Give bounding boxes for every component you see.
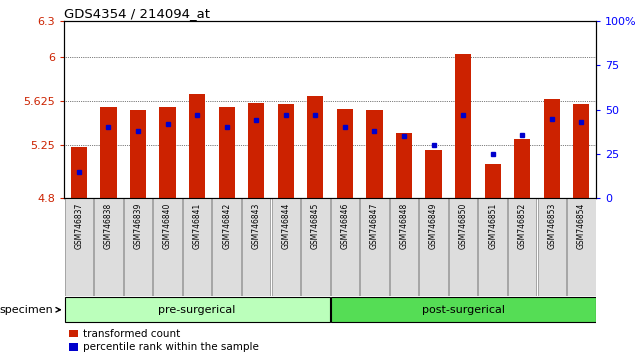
- Text: GSM746853: GSM746853: [547, 203, 556, 250]
- Text: GSM746846: GSM746846: [340, 203, 349, 250]
- Bar: [71, 148, 87, 198]
- Bar: [426, 150, 442, 198]
- Text: GSM746839: GSM746839: [133, 203, 142, 250]
- FancyBboxPatch shape: [212, 198, 241, 296]
- FancyBboxPatch shape: [331, 198, 359, 296]
- FancyBboxPatch shape: [301, 198, 329, 296]
- FancyBboxPatch shape: [331, 297, 595, 322]
- FancyBboxPatch shape: [419, 198, 448, 296]
- Bar: [248, 103, 264, 198]
- FancyBboxPatch shape: [242, 198, 271, 296]
- FancyBboxPatch shape: [360, 198, 388, 296]
- FancyBboxPatch shape: [390, 198, 418, 296]
- Bar: [189, 95, 205, 198]
- Text: GSM746851: GSM746851: [488, 203, 497, 249]
- Bar: [130, 110, 146, 198]
- Text: pre-surgerical: pre-surgerical: [158, 305, 236, 315]
- Text: GSM746840: GSM746840: [163, 203, 172, 250]
- Bar: [514, 139, 530, 198]
- Text: GDS4354 / 214094_at: GDS4354 / 214094_at: [64, 7, 210, 20]
- FancyBboxPatch shape: [478, 198, 507, 296]
- Bar: [337, 109, 353, 198]
- Text: GSM746850: GSM746850: [458, 203, 468, 250]
- FancyBboxPatch shape: [94, 198, 122, 296]
- Text: post-surgerical: post-surgerical: [422, 305, 504, 315]
- FancyBboxPatch shape: [567, 198, 595, 296]
- Text: GSM746849: GSM746849: [429, 203, 438, 250]
- Bar: [573, 104, 590, 198]
- Text: GSM746841: GSM746841: [192, 203, 202, 249]
- Bar: [160, 107, 176, 198]
- Text: specimen: specimen: [0, 305, 60, 315]
- Text: GSM746847: GSM746847: [370, 203, 379, 250]
- FancyBboxPatch shape: [272, 198, 300, 296]
- Bar: [307, 96, 324, 198]
- Bar: [396, 133, 412, 198]
- Text: GSM746852: GSM746852: [518, 203, 527, 249]
- Text: GSM746845: GSM746845: [311, 203, 320, 250]
- FancyBboxPatch shape: [124, 198, 152, 296]
- FancyBboxPatch shape: [153, 198, 182, 296]
- FancyBboxPatch shape: [183, 198, 212, 296]
- Text: GSM746843: GSM746843: [252, 203, 261, 250]
- FancyBboxPatch shape: [65, 198, 93, 296]
- Bar: [100, 107, 117, 198]
- Text: GSM746837: GSM746837: [74, 203, 83, 250]
- Bar: [485, 164, 501, 198]
- Bar: [278, 104, 294, 198]
- FancyBboxPatch shape: [65, 297, 329, 322]
- Text: GSM746848: GSM746848: [399, 203, 408, 249]
- Text: GSM746842: GSM746842: [222, 203, 231, 249]
- Bar: [544, 99, 560, 198]
- Bar: [366, 110, 383, 198]
- Legend: transformed count, percentile rank within the sample: transformed count, percentile rank withi…: [69, 329, 259, 352]
- Bar: [219, 107, 235, 198]
- FancyBboxPatch shape: [449, 198, 478, 296]
- Text: GSM746844: GSM746844: [281, 203, 290, 250]
- FancyBboxPatch shape: [538, 198, 566, 296]
- Text: GSM746854: GSM746854: [577, 203, 586, 250]
- FancyBboxPatch shape: [508, 198, 537, 296]
- Bar: [455, 54, 471, 198]
- Text: GSM746838: GSM746838: [104, 203, 113, 249]
